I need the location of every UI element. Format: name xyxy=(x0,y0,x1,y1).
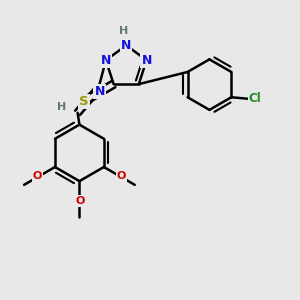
Text: O: O xyxy=(75,196,84,206)
Text: N: N xyxy=(101,54,111,67)
Text: H: H xyxy=(57,102,66,112)
Text: H: H xyxy=(118,26,128,36)
Text: Cl: Cl xyxy=(249,92,262,105)
Text: S: S xyxy=(79,95,89,108)
Text: N: N xyxy=(94,85,105,98)
Text: O: O xyxy=(117,171,126,181)
Text: O: O xyxy=(33,171,42,181)
Text: N: N xyxy=(141,54,152,67)
Text: N: N xyxy=(121,39,131,52)
